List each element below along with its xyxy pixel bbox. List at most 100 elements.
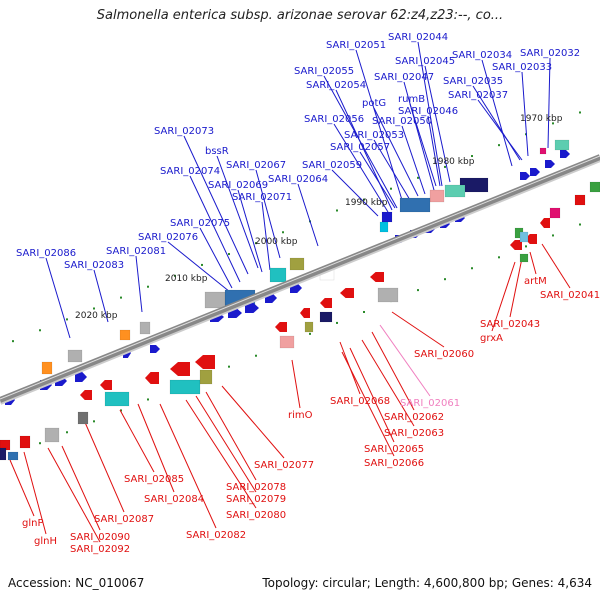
- gene-feature-block: [41, 361, 53, 375]
- gene-feature-block: [444, 184, 466, 198]
- gene-feature-block: [429, 189, 445, 203]
- leader-line-bottom: [491, 261, 516, 332]
- scale-tick-label: 1970 kbp: [520, 114, 563, 124]
- gene-feature-block: [519, 253, 529, 263]
- gene-arrow-reverse: [145, 372, 159, 384]
- leader-line-top: [189, 175, 241, 283]
- gene-label-top: SARI_02076: [138, 232, 198, 243]
- genome-backbone: [0, 154, 600, 405]
- gene-feature-block: [169, 379, 201, 395]
- upper-rail-dot: [444, 165, 446, 168]
- lower-rail-dot: [525, 245, 527, 248]
- accession-text: Accession: NC_010067: [8, 576, 145, 590]
- gene-label-bottom: SARI_02041: [540, 290, 600, 301]
- leader-line-bottom: [349, 347, 395, 443]
- gene-arrow-forward: [520, 172, 530, 180]
- genome-title: Salmonella enterica subsp. arizonae sero…: [96, 8, 504, 23]
- lower-rail-dot: [579, 223, 581, 226]
- gene-label-bottom: SARI_02090: [70, 532, 130, 543]
- gene-label-bottom: SARI_02062: [384, 412, 444, 423]
- leader-line-top: [472, 85, 521, 161]
- gene-label-top: SARI_02059: [302, 160, 362, 171]
- leader-line-bottom: [205, 391, 257, 481]
- topology-summary: Topology: circular; Length: 4,600,800 bp…: [262, 576, 592, 590]
- leader-line-top: [183, 135, 249, 275]
- gene-label-top: SARI_02056: [304, 114, 364, 125]
- gene-label-bottom: glnH: [34, 536, 57, 547]
- lower-rail-dot: [417, 289, 419, 292]
- upper-rail-dot: [255, 242, 257, 245]
- gene-label-top: SARI_02035: [443, 76, 503, 87]
- gene-label-bottom: SARI_02077: [254, 460, 314, 471]
- gene-arrow-reverse: [510, 240, 522, 250]
- gene-label-bottom: SARI_02043: [480, 319, 540, 330]
- gene-arrow-forward: [545, 160, 555, 168]
- gene-label-bottom: artM: [524, 276, 547, 287]
- gene-arrow-forward: [150, 345, 160, 353]
- lower-rail-dot: [498, 256, 500, 259]
- gene-label-top: SARI_02073: [154, 126, 214, 137]
- gene-label-bottom: grxA: [480, 333, 503, 344]
- leader-line-top: [199, 227, 233, 289]
- lower-rail-dot: [255, 354, 257, 357]
- gene-feature-block: [0, 447, 7, 461]
- leader-line-bottom: [83, 419, 125, 513]
- gene-feature-block: [269, 267, 287, 283]
- gene-label-top: SARI_02081: [106, 246, 166, 257]
- gene-arrow-reverse: [100, 380, 112, 390]
- leader-line-bottom: [541, 243, 571, 289]
- gene-label-bottom: SARI_02065: [364, 444, 424, 455]
- gene-label-bottom: SARI_02068: [330, 396, 390, 407]
- leader-line-top: [45, 257, 71, 339]
- gene-label-bottom: rimO: [288, 410, 313, 421]
- leader-line-top: [373, 107, 419, 197]
- gene-label-top: SARI_02074: [160, 166, 220, 177]
- gene-arrow-forward: [560, 150, 570, 158]
- gene-label-top: SARI_02037: [448, 90, 508, 101]
- scale-tick-label: 2010 kbp: [165, 274, 208, 284]
- gene-label-top: SARI_02032: [520, 48, 580, 59]
- lower-rail-dot: [309, 332, 311, 335]
- gene-arrow-reverse: [80, 390, 92, 400]
- gene-label-top: SARI_02057: [330, 142, 390, 153]
- leader-line-top: [427, 115, 441, 187]
- gene-feature-block: [574, 194, 586, 206]
- gene-feature-block: [67, 349, 83, 363]
- leader-line-bottom: [361, 339, 415, 427]
- leader-line-top: [297, 183, 319, 247]
- gene-feature-block: [399, 197, 431, 213]
- leader-line-top: [93, 269, 109, 323]
- gene-label-top: bssR: [205, 146, 229, 157]
- leader-line-top: [409, 103, 437, 187]
- gene-label-bottom: SARI_02087: [94, 514, 154, 525]
- leader-line-bottom: [195, 395, 257, 493]
- upper-rail-dot: [174, 274, 176, 277]
- leader-line-bottom: [137, 403, 175, 493]
- gene-label-top: SARI_02053: [344, 130, 404, 141]
- gene-label-top: SARI_02033: [492, 62, 552, 73]
- gene-label-bottom: SARI_02063: [384, 428, 444, 439]
- leader-line-top: [401, 125, 426, 195]
- gene-label-top: SARI_02071: [232, 192, 292, 203]
- gene-label-bottom: SARI_02066: [364, 458, 424, 469]
- leader-line-bottom: [61, 445, 101, 531]
- upper-rail-dot: [66, 318, 68, 321]
- lower-rail-dot: [147, 398, 149, 401]
- gene-label-top: potG: [362, 98, 386, 109]
- leader-line-bottom: [291, 359, 301, 409]
- lower-rail-dot: [228, 365, 230, 368]
- gene-label-bottom: SARI_02084: [144, 494, 204, 505]
- gene-arrow-reverse: [170, 362, 190, 376]
- gene-label-top: SARI_02047: [374, 72, 434, 83]
- upper-rail-dot: [282, 231, 284, 234]
- gene-label-top: rumB: [398, 94, 425, 105]
- lower-rail-dot: [39, 442, 41, 445]
- gene-feature-block: [539, 147, 547, 155]
- gene-label-top: SARI_02046: [398, 106, 458, 117]
- upper-rail-dot: [120, 296, 122, 299]
- gene-label-bottom: SARI_02078: [226, 482, 286, 493]
- leader-line-top: [417, 41, 443, 187]
- leader-line-top: [167, 241, 231, 293]
- upper-rail-dot: [201, 263, 203, 266]
